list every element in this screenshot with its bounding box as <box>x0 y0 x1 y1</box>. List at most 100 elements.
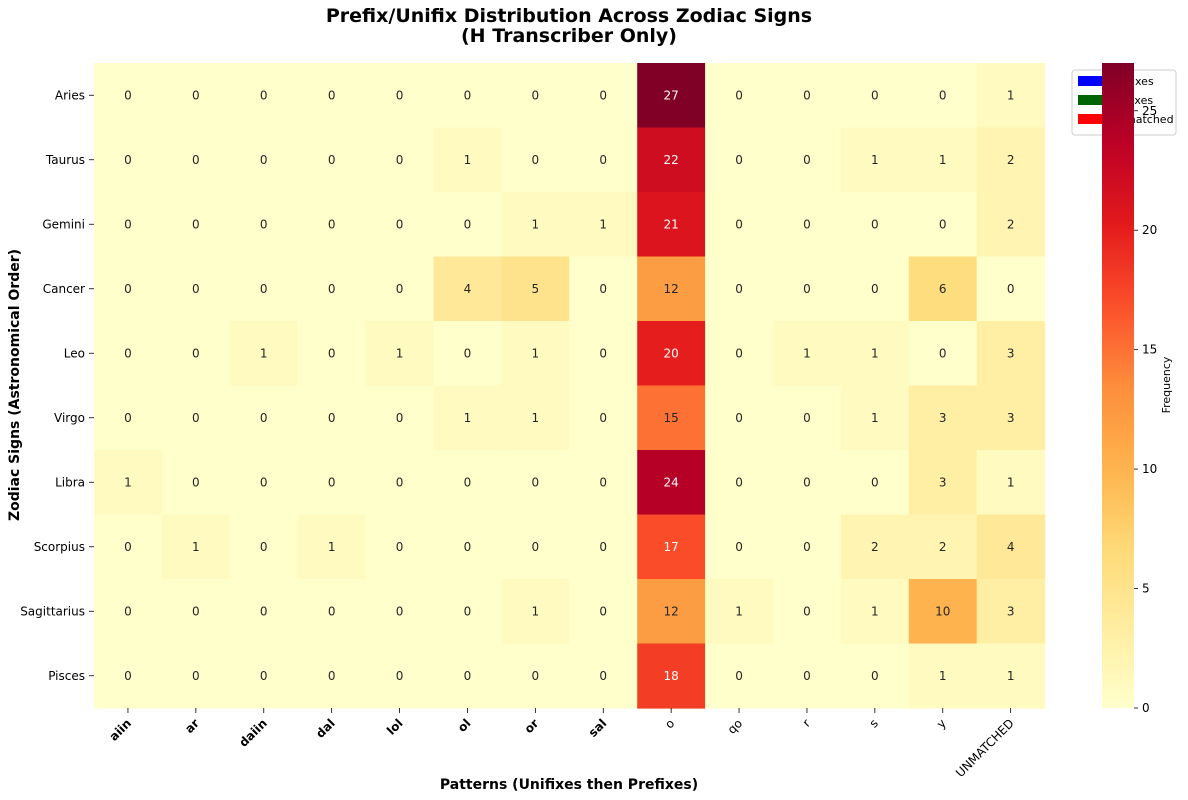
heatmap-cell <box>569 256 638 322</box>
x-tick-label: sal <box>586 716 610 740</box>
cell-value-label: 0 <box>124 217 132 231</box>
cell-value-label: 0 <box>599 540 607 554</box>
heatmap-cell <box>229 450 299 516</box>
cell-value-label: 0 <box>803 88 811 102</box>
cell-value-label: 0 <box>396 540 404 554</box>
y-tick-label: Libra <box>55 475 85 489</box>
heatmap-cell <box>365 579 435 645</box>
heatmap-cell <box>297 256 367 322</box>
cell-value-label: 0 <box>735 669 743 683</box>
heatmap-cell <box>161 643 231 709</box>
cell-value-label: 0 <box>396 411 404 425</box>
cell-value-label: 0 <box>871 217 879 231</box>
heatmap-cell <box>976 63 1046 129</box>
heatmap-cell <box>229 385 299 451</box>
heatmap-cell <box>365 514 435 580</box>
y-tick-label: Cancer <box>43 282 85 296</box>
y-tick-label: Leo <box>64 346 85 360</box>
cell-value-label: 0 <box>124 153 132 167</box>
cell-value-label: 1 <box>735 604 743 618</box>
heatmap-cell <box>229 643 299 709</box>
heatmap-cell <box>365 192 435 258</box>
heatmap-cell <box>433 321 502 387</box>
cell-value-label: 0 <box>464 346 472 360</box>
y-tick-label: Taurus <box>45 153 85 167</box>
heatmap-cell <box>637 579 706 645</box>
cell-value-label: 0 <box>260 282 268 296</box>
heatmap-cell <box>94 321 163 387</box>
heatmap-cell <box>94 192 163 258</box>
cell-value-label: 1 <box>464 153 472 167</box>
cell-value-label: 0 <box>803 411 811 425</box>
heatmap-cell <box>161 127 231 193</box>
heatmap-cell <box>773 192 842 258</box>
cell-value-label: 18 <box>664 669 679 683</box>
cell-value-label: 0 <box>599 282 607 296</box>
cell-value-label: 0 <box>532 88 540 102</box>
x-tick-label: s <box>867 716 881 730</box>
cell-value-label: 12 <box>664 282 679 296</box>
cell-value-label: 0 <box>192 346 200 360</box>
heatmap-cell <box>569 385 638 451</box>
cell-value-label: 0 <box>124 604 132 618</box>
x-tick-label: lol <box>384 716 406 738</box>
heatmap-cell <box>773 63 842 129</box>
cell-value-label: 0 <box>871 475 879 489</box>
cell-value-label: 1 <box>260 346 268 360</box>
cell-value-label: 0 <box>328 604 336 618</box>
cell-value-label: 0 <box>803 604 811 618</box>
cell-value-label: 12 <box>664 604 679 618</box>
x-tick-label: aiin <box>107 716 134 743</box>
cell-value-label: 17 <box>664 540 679 554</box>
cell-value-label: 0 <box>124 346 132 360</box>
x-tick-label: or <box>522 716 542 736</box>
heatmap-cell <box>297 192 367 258</box>
heatmap-cell <box>94 514 163 580</box>
colorbar-tick-label: 20 <box>1142 223 1157 237</box>
cell-value-label: 3 <box>939 475 947 489</box>
heatmap-cell <box>161 450 231 516</box>
cell-value-label: 1 <box>939 669 947 683</box>
cell-value-label: 0 <box>260 604 268 618</box>
cell-value-label: 0 <box>396 88 404 102</box>
heatmap-cell <box>908 63 978 129</box>
x-tick-label: qo <box>725 716 745 736</box>
heatmap-cell <box>501 579 570 645</box>
heatmap-cell <box>94 579 163 645</box>
legend-swatch <box>1078 114 1104 124</box>
heatmap-cell <box>773 127 842 193</box>
cell-value-label: 1 <box>1007 88 1015 102</box>
cell-value-label: 0 <box>260 217 268 231</box>
cell-value-label: 0 <box>464 88 472 102</box>
cell-value-label: 1 <box>532 604 540 618</box>
colorbar-tick-label: 15 <box>1142 343 1157 357</box>
heatmap-cell <box>908 321 978 387</box>
heatmap-cell <box>161 256 231 322</box>
cell-value-label: 0 <box>599 604 607 618</box>
cell-value-label: 0 <box>803 282 811 296</box>
heatmap-cell <box>94 256 163 322</box>
cell-value-label: 0 <box>328 282 336 296</box>
heatmap-cell <box>94 63 163 129</box>
heatmap-cell <box>773 450 842 516</box>
x-axis-label: Patterns (Unifixes then Prefixes) <box>440 777 698 793</box>
colorbar: 0 5 10 15 20 25 <box>1102 63 1157 715</box>
cell-value-label: 0 <box>735 540 743 554</box>
heatmap-cell <box>908 192 978 258</box>
heatmap-cell <box>976 643 1046 709</box>
y-tick-label: Scorpius <box>34 540 85 554</box>
cell-value-label: 0 <box>871 88 879 102</box>
cell-value-label: 0 <box>735 217 743 231</box>
heatmap-cell <box>433 63 502 129</box>
cell-value-label: 0 <box>396 475 404 489</box>
colorbar-label: Frequency <box>1160 356 1173 413</box>
heatmap-cell <box>908 450 978 516</box>
heatmap-cell <box>365 127 435 193</box>
cell-value-label: 0 <box>124 669 132 683</box>
cell-value-label: 0 <box>464 604 472 618</box>
cell-value-label: 27 <box>664 88 679 102</box>
cell-value-label: 6 <box>939 282 947 296</box>
cell-value-label: 0 <box>124 411 132 425</box>
heatmap-cell <box>569 321 638 387</box>
